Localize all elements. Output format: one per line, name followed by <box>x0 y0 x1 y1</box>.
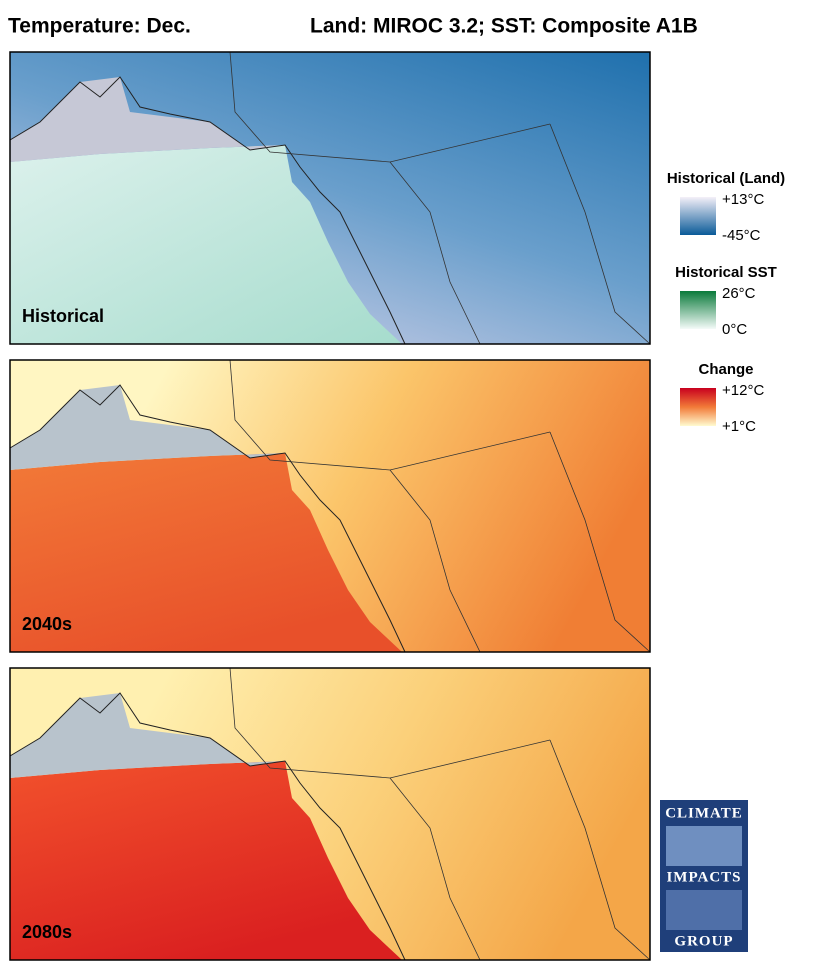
legend-title: Historical SST <box>675 264 777 281</box>
legend-title: Change <box>698 361 753 378</box>
border <box>389 777 481 961</box>
subtitle: Land: MIROC 3.2; SST: Composite A1B <box>310 15 698 38</box>
no-data <box>10 693 285 778</box>
legend-min: 0°C <box>722 321 747 338</box>
panel-frame <box>9 359 651 653</box>
panel-label: 2080s <box>22 922 72 942</box>
legend-bar <box>680 291 716 329</box>
panel-frame <box>9 667 651 961</box>
no-data <box>10 385 285 470</box>
ocean <box>10 145 402 344</box>
logo-text: GROUP <box>674 933 733 949</box>
border <box>229 51 551 163</box>
legend-max: +13°C <box>722 191 764 208</box>
legend-bar <box>680 388 716 426</box>
legend-min: -45°C <box>722 227 761 244</box>
legend-max: 26°C <box>722 285 756 302</box>
title: Temperature: Dec. <box>8 15 191 38</box>
ocean <box>10 761 402 960</box>
logo-art <box>666 826 742 866</box>
border <box>389 161 481 345</box>
legend-bar <box>680 197 716 235</box>
coastline <box>9 692 406 961</box>
border <box>229 667 551 779</box>
border <box>549 123 651 345</box>
legend-min: +1°C <box>722 418 756 435</box>
border <box>389 469 481 653</box>
border <box>229 359 551 471</box>
no-data <box>10 77 285 162</box>
map-panel: Historical <box>9 51 651 345</box>
logo-text: IMPACTS <box>666 869 741 885</box>
ocean <box>10 453 402 652</box>
border <box>549 431 651 653</box>
legends: Historical (Land) +13°C -45°C Historical SS… <box>667 170 785 435</box>
logo-text: CLIMATE <box>665 805 743 821</box>
legend-title: Historical (Land) <box>667 170 785 187</box>
panel-frame <box>9 51 651 345</box>
legend-max: +12°C <box>722 382 764 399</box>
panel-label: 2040s <box>22 614 72 634</box>
map-panels: Historical 2040s 2080s <box>9 51 651 961</box>
map-panel: 2040s <box>9 359 651 653</box>
map-panel: 2080s <box>9 667 651 961</box>
logo: CLIMATE IMPACTS GROUP <box>660 800 748 952</box>
panel-label: Historical <box>22 306 104 326</box>
coastline <box>9 384 406 653</box>
logo-art <box>666 890 742 930</box>
coastline <box>9 76 406 345</box>
border <box>549 739 651 961</box>
